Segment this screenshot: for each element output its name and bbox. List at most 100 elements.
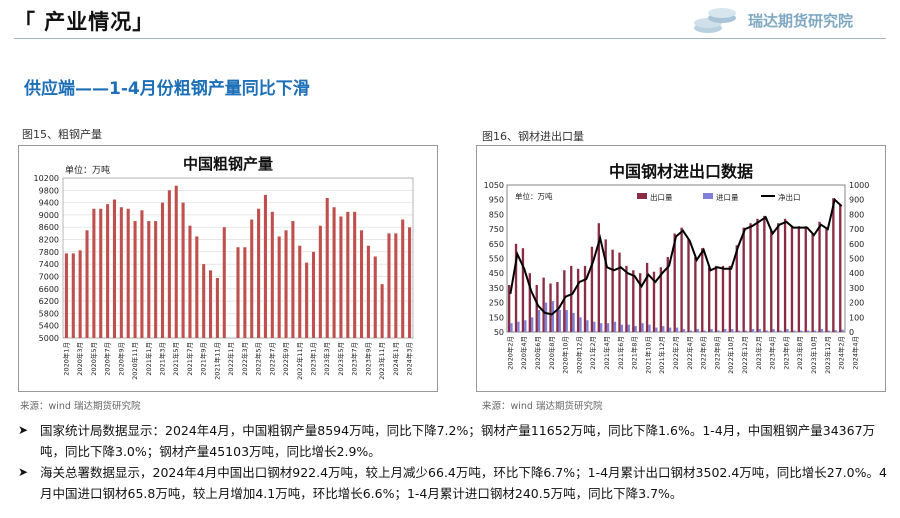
import-bar	[675, 327, 679, 332]
x-tick-label: 2023年12月	[823, 336, 832, 374]
export-bar	[611, 249, 614, 332]
import-bar	[510, 323, 513, 332]
x-tick-label: 2023年1月	[308, 342, 317, 376]
bar	[325, 198, 329, 338]
x-tick-label: 2020年10月	[561, 336, 570, 374]
export-bar	[839, 203, 842, 332]
bar	[140, 210, 144, 338]
y-tick-label: 450	[489, 269, 504, 278]
import-bar	[765, 330, 768, 332]
import-bar	[703, 330, 706, 332]
section-title: 「 产业情况」	[14, 10, 155, 34]
y2-tick-label: 0	[849, 328, 854, 337]
bar	[373, 256, 377, 338]
bar	[366, 245, 370, 338]
bar	[263, 194, 267, 338]
export-bar	[783, 218, 787, 332]
bar	[277, 236, 281, 338]
y-tick-label: 50	[494, 328, 504, 337]
bar	[133, 221, 137, 338]
x-tick-label: 2023年3月	[322, 342, 331, 376]
export-bar	[680, 227, 683, 332]
x-tick-label: 2021年1月	[144, 342, 153, 376]
x-tick-label: 2022年9月	[281, 342, 290, 376]
export-bar	[659, 267, 663, 332]
import-bar	[668, 327, 672, 332]
x-tick-label: 2023年11月	[377, 342, 386, 380]
y-tick-label: 7400	[39, 260, 59, 269]
y2-tick-label: 800	[849, 210, 864, 219]
x-tick-label: 2023年5月	[336, 342, 345, 376]
chart-title: 中国钢材进出口数据	[608, 162, 753, 181]
bar	[359, 230, 364, 338]
x-tick-label: 2021年5月	[171, 342, 180, 376]
y-tick-label: 9400	[39, 199, 59, 208]
x-tick-label: 2020年6月	[533, 336, 542, 370]
x-tick-label: 2022年10月	[726, 336, 735, 374]
export-bar	[528, 273, 532, 332]
x-tick-label: 2021年11月	[212, 342, 221, 380]
y2-tick-label: 300	[849, 284, 864, 293]
export-bar	[604, 239, 607, 332]
bar	[106, 204, 110, 338]
bar	[99, 208, 103, 338]
import-bar	[813, 330, 817, 332]
y-tick-label: 950	[489, 196, 504, 205]
export-bar	[721, 265, 725, 332]
export-bar	[804, 226, 807, 332]
steel-trade-chart-panel: 中国钢材进出口数据 50 150 250 350 450 550 650 750 850 950 1…	[476, 145, 886, 392]
import-bar	[737, 330, 741, 332]
bar	[64, 253, 68, 338]
x-tick-label: 2023年10月	[809, 336, 818, 374]
bar	[408, 227, 412, 338]
export-bar	[756, 218, 759, 332]
export-bar	[632, 270, 635, 332]
bar	[387, 233, 391, 338]
export-bar	[687, 239, 690, 332]
export-bar	[639, 273, 642, 332]
y2-tick-label: 500	[849, 255, 864, 264]
export-bar	[556, 282, 559, 332]
import-bar	[572, 312, 575, 332]
x-tick-label: 2023年8月	[795, 336, 804, 370]
figure-16-label: 图16、钢材进出口量	[482, 130, 584, 143]
bullet-text: 海关总署数据显示，2024年4月中国出口钢材922.4万吨，较上月减少66.4万…	[40, 465, 887, 501]
bar	[181, 202, 185, 338]
x-tick-label: 2022年7月	[267, 342, 276, 376]
bar	[401, 219, 405, 338]
import-bar	[579, 317, 582, 332]
export-bar	[770, 230, 773, 332]
y-tick-label: 8600	[39, 223, 59, 232]
arrow-icon: ➤	[18, 465, 29, 479]
import-bar	[606, 323, 610, 332]
bar	[270, 211, 274, 338]
import-bar	[531, 317, 534, 332]
x-tick-label: 2020年3月	[75, 342, 84, 376]
import-bar	[820, 329, 824, 332]
x-tick-label: 2021年2月	[588, 336, 597, 370]
bar	[154, 221, 158, 338]
bar	[394, 233, 398, 338]
summary-bullets: ➤ 国家统计局数据显示：2024年4月，中国粗钢产量8594万吨，同比下降7.2…	[14, 420, 890, 504]
export-bar	[521, 248, 525, 332]
bar	[112, 199, 117, 338]
import-bar	[558, 309, 561, 332]
export-bar	[590, 246, 594, 332]
bar	[167, 190, 171, 338]
export-bar	[790, 226, 794, 332]
y-tick-label: 7800	[39, 248, 59, 257]
legend-label: 进口量	[716, 193, 739, 202]
import-bar	[696, 329, 699, 332]
import-bar	[544, 302, 548, 332]
x-tick-label: 2021年6月	[616, 336, 625, 370]
figure-15-label: 图15、粗钢产量	[22, 128, 102, 141]
import-bar	[648, 324, 651, 332]
import-bar	[641, 323, 644, 332]
y-tick-label: 6600	[39, 285, 59, 294]
bar	[71, 253, 75, 338]
x-tick-label: 2020年8月	[547, 336, 556, 370]
bar	[236, 247, 240, 338]
bar	[284, 230, 288, 338]
x-tick-label: 2021年9月	[199, 342, 208, 376]
import-bar	[793, 330, 796, 332]
